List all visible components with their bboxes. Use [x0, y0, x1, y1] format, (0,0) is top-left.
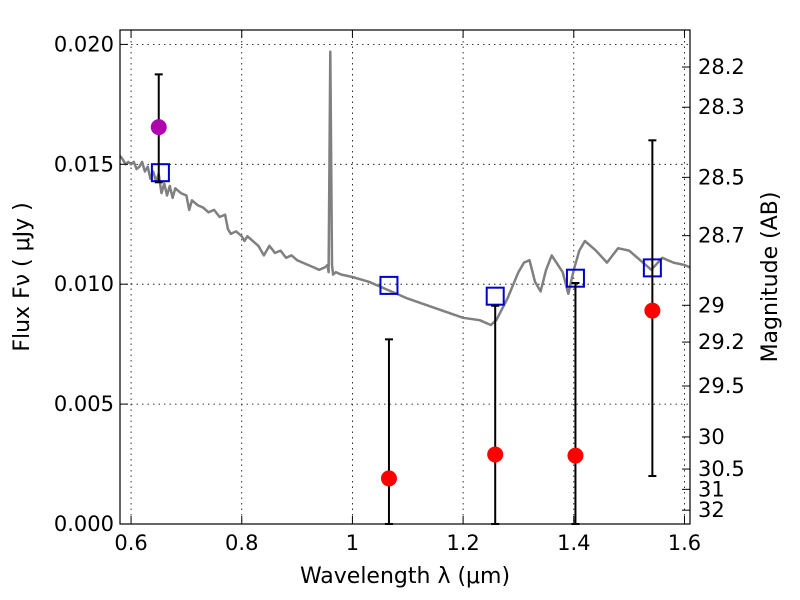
grid-layer — [120, 30, 690, 524]
y-tick-label: 0.010 — [54, 272, 114, 296]
y-tick-label: 0.015 — [54, 152, 114, 176]
flux-point-marker — [380, 470, 397, 487]
x-tick-label: 0.8 — [225, 531, 258, 555]
flux-point-marker — [150, 119, 167, 136]
flux-point-marker — [487, 446, 504, 463]
y2-tick-label: 32 — [698, 498, 725, 522]
x-tick-label: 1.2 — [446, 531, 479, 555]
y2-tick-label: 29 — [698, 293, 725, 317]
data-layer — [119, 50, 691, 525]
model-photometry-marker — [379, 275, 399, 295]
y2-tick-label: 28.7 — [698, 224, 745, 248]
y2-tick-label: 29.5 — [698, 374, 745, 398]
model-photometry-marker — [150, 163, 170, 183]
x-tick-label: 1.4 — [557, 531, 590, 555]
y-axis-title: Flux Fν ( μJy ) — [10, 202, 35, 351]
y2-tick-label: 30 — [698, 425, 725, 449]
y2-axis-title: Magnitude (AB) — [758, 192, 783, 363]
spectrum-line — [119, 50, 691, 327]
x-tick-label: 1.6 — [668, 531, 701, 555]
y2-tick-label: 28.2 — [698, 55, 745, 79]
x-axis-title: Wavelength λ (μm) — [300, 564, 510, 589]
y2-tick-label: 30.5 — [698, 457, 745, 481]
y-tick-label: 0.000 — [54, 512, 114, 536]
y2-tick-label: 31 — [698, 477, 725, 501]
x-tick-label: 1 — [346, 531, 359, 555]
y-tick-label: 0.005 — [54, 392, 114, 416]
flux-point-marker — [644, 302, 661, 319]
y-tick-label: 0.020 — [54, 32, 114, 56]
model-photometry-marker — [485, 286, 505, 306]
y2-tick-label: 28.5 — [698, 165, 745, 189]
y2-tick-label: 29.2 — [698, 330, 745, 354]
x-tick-label: 0.6 — [114, 531, 147, 555]
flux-point-marker — [567, 447, 584, 464]
tick-layer: 0.6 0.8 1 1.2 1.4 1.6 0.000 0.005 0.010 0.015 0.02… — [54, 30, 745, 555]
y2-tick-label: 28.3 — [698, 95, 745, 119]
plot-frame — [119, 29, 691, 525]
